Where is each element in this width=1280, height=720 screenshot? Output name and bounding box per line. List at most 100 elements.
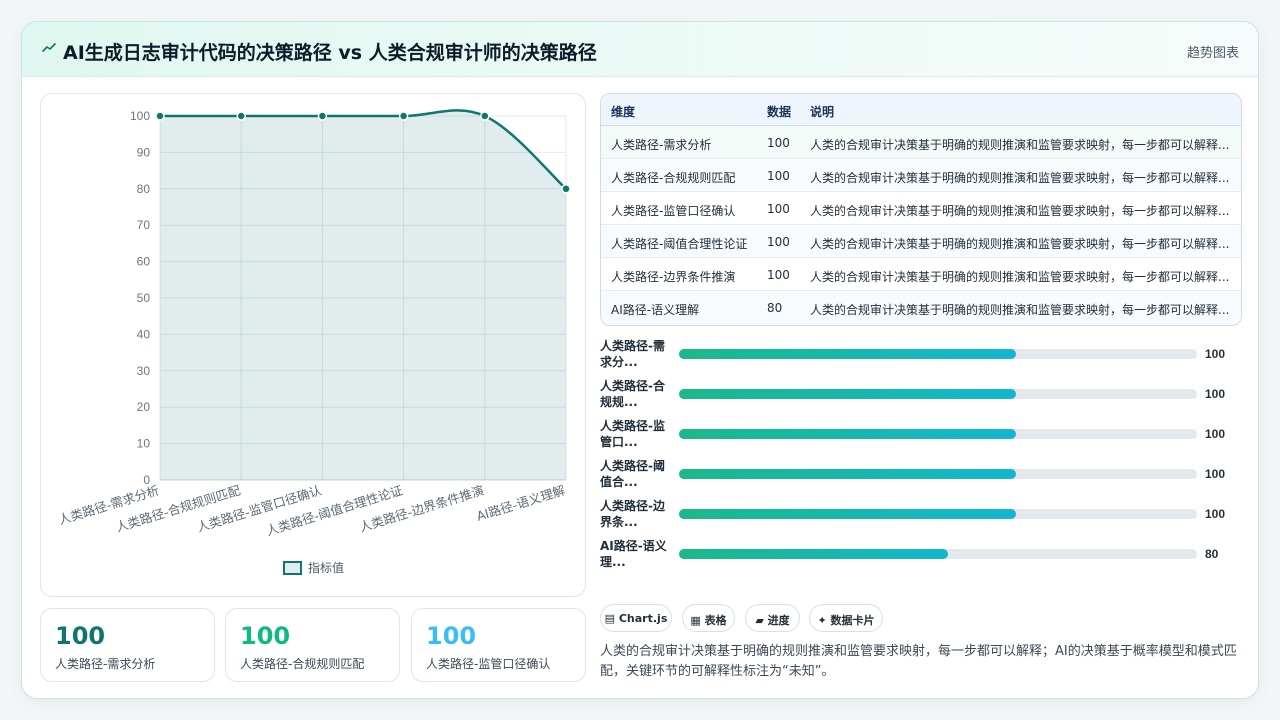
series-line (159, 109, 567, 190)
kpi-label: 人类路径-监管口径确认 (426, 657, 551, 671)
cell-value: 100 (767, 235, 790, 249)
data-point (398, 111, 409, 121)
progress-value: 100 (1205, 467, 1226, 481)
table-row[interactable]: 人类路径-合规规则匹配 100 人类的合规审计决策基于明确的规则推演和监管要求映… (601, 159, 1241, 192)
x-tick-label: AI路径-语义理解 (475, 483, 567, 524)
y-tick-label: 100 (130, 109, 150, 123)
table-row[interactable]: 人类路径-阈值合理性论证 100 人类的合规审计决策基于明确的规则推演和监管要求… (601, 225, 1241, 258)
cell-value: 100 (767, 169, 790, 183)
table-row[interactable]: 人类路径-需求分析 100 人类的合规审计决策基于明确的规则推演和监管要求映射，… (601, 126, 1241, 159)
chip-progress[interactable]: ▰ 进度 (745, 604, 800, 632)
progress-value: 100 (1205, 427, 1226, 441)
cell-note: 人类的合规审计决策基于明确的规则推演和监管要求映射，每一步都可以解释... (810, 204, 1230, 218)
chart-type-tag: 趋势图表 (1186, 46, 1239, 61)
x-tick-label: 人类路径-阈值合理性论证 (264, 482, 405, 538)
progress-value: 100 (1205, 507, 1226, 521)
line-chart[interactable]: 0102030405060708090100人类路径-需求分析人类路径-合规规则… (41, 94, 587, 598)
cell-note: 人类的合规审计决策基于明确的规则推演和监管要求映射，每一步都可以解释... (810, 138, 1230, 152)
y-tick-label: 90 (137, 145, 151, 159)
chip-label: 表格 (704, 614, 727, 627)
sparkle-icon: ✦ (817, 614, 827, 627)
cell-dimension: 人类路径-阈值合理性论证 (611, 237, 748, 251)
kpi-card: 100 人类路径-需求分析 (40, 608, 215, 682)
chip-label: Chart.js (618, 612, 668, 625)
data-point (236, 111, 246, 121)
progress-label: 人类路径-阈值合... (600, 459, 665, 489)
y-tick-label: 60 (137, 255, 151, 269)
table-row[interactable]: 人类路径-边界条件推演 100 人类的合规审计决策基于明确的规则推演和监管要求映… (601, 258, 1241, 291)
progress-track (679, 509, 1197, 519)
y-tick-label: 70 (137, 218, 151, 232)
dashboard-card: AI生成日志审计代码的决策路径 vs 人类合规审计师的决策路径 趋势图表 0 10… (21, 21, 1259, 699)
cell-dimension: 人类路径-合规规则匹配 (611, 171, 736, 185)
cell-value: 100 (767, 268, 790, 282)
cell-note: 人类的合规审计决策基于明确的规则推演和监管要求映射，每一步都可以解释... (810, 237, 1230, 251)
data-point (317, 111, 328, 121)
progress-track (679, 429, 1197, 439)
header-bar: AI生成日志审计代码的决策路径 vs 人类合规审计师的决策路径 趋势图表 (22, 22, 1258, 77)
progress-fill (679, 549, 949, 559)
progress-value: 100 (1205, 387, 1226, 401)
y-tick-label: 30 (137, 364, 151, 378)
progress-value: 80 (1205, 547, 1219, 561)
chip-label: 进度 (767, 614, 790, 627)
progress-fill (679, 429, 1016, 439)
progress-item: 人类路径-阈值合... 100 (600, 458, 1242, 498)
column-header-value: 数据 (767, 105, 792, 119)
cell-dimension: 人类路径-边界条件推演 (611, 270, 736, 284)
progress-item: 人类路径-监管口... 100 (600, 418, 1242, 458)
progress-track (679, 549, 1197, 559)
kpi-card: 100 人类路径-合规规则匹配 (225, 608, 400, 682)
progress-fill (679, 349, 1016, 359)
cell-dimension: 人类路径-需求分析 (611, 138, 712, 152)
legend-swatch (283, 561, 302, 575)
summary-text: 人类的合规审计决策基于明确的规则推演和监管要求映射，每一步都可以解释；AI的决策… (600, 644, 1237, 679)
data-point (480, 111, 490, 121)
y-tick-label: 20 (137, 400, 151, 414)
progress-icon: ▰ (755, 614, 764, 627)
progress-label: 人类路径-合规规... (600, 379, 665, 409)
chip-data-cards[interactable]: ✦ 数据卡片 (809, 604, 883, 632)
chip-label: 数据卡片 (830, 614, 875, 627)
progress-item: 人类路径-合规规... 100 (600, 378, 1242, 418)
progress-track (679, 469, 1197, 479)
chip-chartjs[interactable]: ▤ Chart.js (600, 604, 672, 632)
column-header-dimension: 维度 (611, 105, 636, 119)
kpi-card: 100 人类路径-监管口径确认 (411, 608, 586, 682)
progress-fill (679, 469, 1016, 479)
table-row[interactable]: AI路径-语义理解 80 人类的合规审计决策基于明确的规则推演和监管要求映射，每… (601, 291, 1241, 324)
kpi-value: 100 (426, 622, 477, 650)
progress-label: 人类路径-监管口... (600, 419, 665, 449)
cell-note: 人类的合规审计决策基于明确的规则推演和监管要求映射，每一步都可以解释... (810, 270, 1230, 284)
cell-note: 人类的合规审计决策基于明确的规则推演和监管要求映射，每一步都可以解释... (810, 171, 1230, 185)
series-area (160, 110, 566, 481)
line-chart-panel: 0 10 20 30 40 50 60 70 80 90 100 人类路径-需求分析 人类路径-合规规则… (40, 93, 586, 597)
data-point (155, 111, 165, 121)
sparkline-icon (42, 43, 56, 52)
cell-value: 80 (767, 301, 783, 315)
table-row[interactable]: 人类路径-监管口径确认 100 人类的合规审计决策基于明确的规则推演和监管要求映… (601, 192, 1241, 225)
progress-label: 人类路径-需求分... (600, 339, 665, 369)
progress-item: 人类路径-边界条... 100 (600, 498, 1242, 538)
progress-item: 人类路径-需求分... 100 (600, 338, 1242, 378)
cell-dimension: 人类路径-监管口径确认 (611, 204, 736, 218)
chip-table[interactable]: ▦ 表格 (682, 604, 735, 632)
progress-value: 100 (1205, 347, 1226, 361)
y-tick-label: 40 (137, 327, 151, 341)
progress-fill (679, 389, 1016, 399)
column-header-note: 说明 (810, 105, 835, 119)
cell-note: 人类的合规审计决策基于明确的规则推演和监管要求映射，每一步都可以解释... (810, 303, 1230, 317)
cell-value: 100 (767, 202, 790, 216)
kpi-value: 100 (55, 622, 106, 650)
table-header: 维度 数据 说明 (601, 94, 1241, 126)
kpi-value: 100 (240, 622, 291, 650)
y-tick-label: 50 (137, 291, 151, 305)
chart-icon: ▤ (604, 612, 616, 625)
progress-track (679, 349, 1197, 359)
legend-label: 指标值 (308, 560, 344, 575)
table-icon: ▦ (690, 614, 701, 627)
page-title: AI生成日志审计代码的决策路径 vs 人类合规审计师的决策路径 (63, 42, 597, 64)
kpi-label: 人类路径-合规规则匹配 (240, 657, 365, 671)
data-table: 维度 数据 说明 人类路径-需求分析 100 人类的合规审计决策基于明确的规则推… (600, 93, 1242, 326)
data-point (561, 184, 571, 194)
